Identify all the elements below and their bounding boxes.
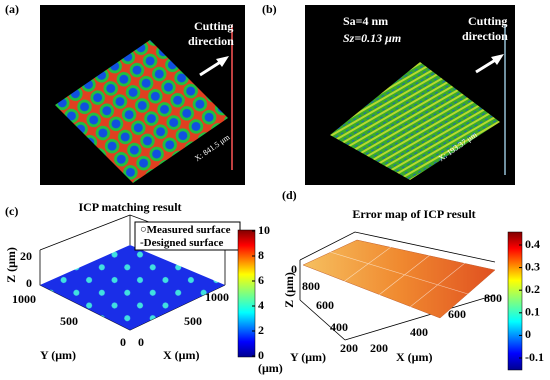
panel-title: ICP matching result xyxy=(78,200,181,214)
panel-label: (c) xyxy=(5,204,18,218)
arrow-head xyxy=(216,56,229,67)
y-label: Y (μm) xyxy=(40,348,76,362)
colorbar-tick-label: 0.3 xyxy=(525,259,540,273)
arrow xyxy=(475,57,498,74)
y-tick: 0 xyxy=(120,335,126,349)
surface xyxy=(55,40,228,183)
panel-label: (a) xyxy=(5,2,19,16)
y-tick: 500 xyxy=(60,314,78,328)
x-label: X (μm) xyxy=(396,350,432,364)
stat: Sz=0.13 μm xyxy=(343,31,401,45)
legend-text: Designed surface xyxy=(144,237,224,249)
colorbar-tick-label: 8 xyxy=(258,248,264,262)
x-tick: 800 xyxy=(484,291,502,305)
y-tick: 1000 xyxy=(12,292,36,306)
z-label: Z (μm) xyxy=(282,272,296,308)
x-tick: 500 xyxy=(184,314,202,328)
colorbar-tick-label: 0 xyxy=(525,327,531,341)
annotation: Cutting xyxy=(468,14,507,28)
annotation: direction xyxy=(462,29,508,43)
x-tick: 1000 xyxy=(205,290,229,304)
colorbar-tick-label: 0.4 xyxy=(525,237,540,251)
colorbar-tick-label: 6 xyxy=(258,273,264,287)
x-tick: 600 xyxy=(448,307,466,321)
x-tick: 200 xyxy=(370,341,388,355)
colorbar xyxy=(507,231,523,371)
legend-entry: -Designed surface xyxy=(140,237,224,249)
legend xyxy=(134,221,241,251)
panel-label: (b) xyxy=(262,2,277,16)
y-tick: 400 xyxy=(330,320,348,334)
surface xyxy=(330,62,500,180)
colorbar-tick-label: 4 xyxy=(258,298,264,312)
colorbar-tick-label: 2 xyxy=(258,323,264,337)
colorbar-tick-label: 0.2 xyxy=(525,282,540,296)
colorbar-tick-label: 10 xyxy=(258,223,270,237)
x-tick: 0 xyxy=(138,335,144,349)
colorbar xyxy=(237,229,256,358)
y-tick: 200 xyxy=(340,341,358,355)
arrow-head xyxy=(491,54,504,65)
panel-title: Error map of ICP result xyxy=(352,207,475,221)
z-tick: 0 xyxy=(291,262,297,276)
z-tick: 0 xyxy=(26,276,32,290)
y-label: Y (μm) xyxy=(290,350,326,364)
surface xyxy=(40,245,225,330)
axes-box xyxy=(299,231,496,341)
colorbar-tick-label: -0.1 xyxy=(525,350,544,364)
z-tick: 20 xyxy=(20,249,32,263)
legend-text: Measured surface xyxy=(147,224,231,236)
y-tick: 600 xyxy=(316,298,334,312)
panel-label: (d) xyxy=(282,188,297,202)
annotation: Cutting xyxy=(194,19,233,33)
legend-entry: ○Measured surface xyxy=(140,224,231,236)
x-tick: 400 xyxy=(410,325,428,339)
x-label: X (μm) xyxy=(163,348,199,362)
stat: Sa=4 nm xyxy=(343,14,388,28)
colorbar-tick-label: 0 xyxy=(258,348,264,362)
surface-grid xyxy=(329,246,469,308)
colorbar-unit: (μm) xyxy=(258,361,283,375)
z-label: Z (μm) xyxy=(4,247,18,283)
colorbar-tick-label: 0.1 xyxy=(525,305,540,319)
y-tick: 800 xyxy=(302,279,320,293)
arrow xyxy=(199,59,223,77)
annotation: direction xyxy=(188,34,234,48)
